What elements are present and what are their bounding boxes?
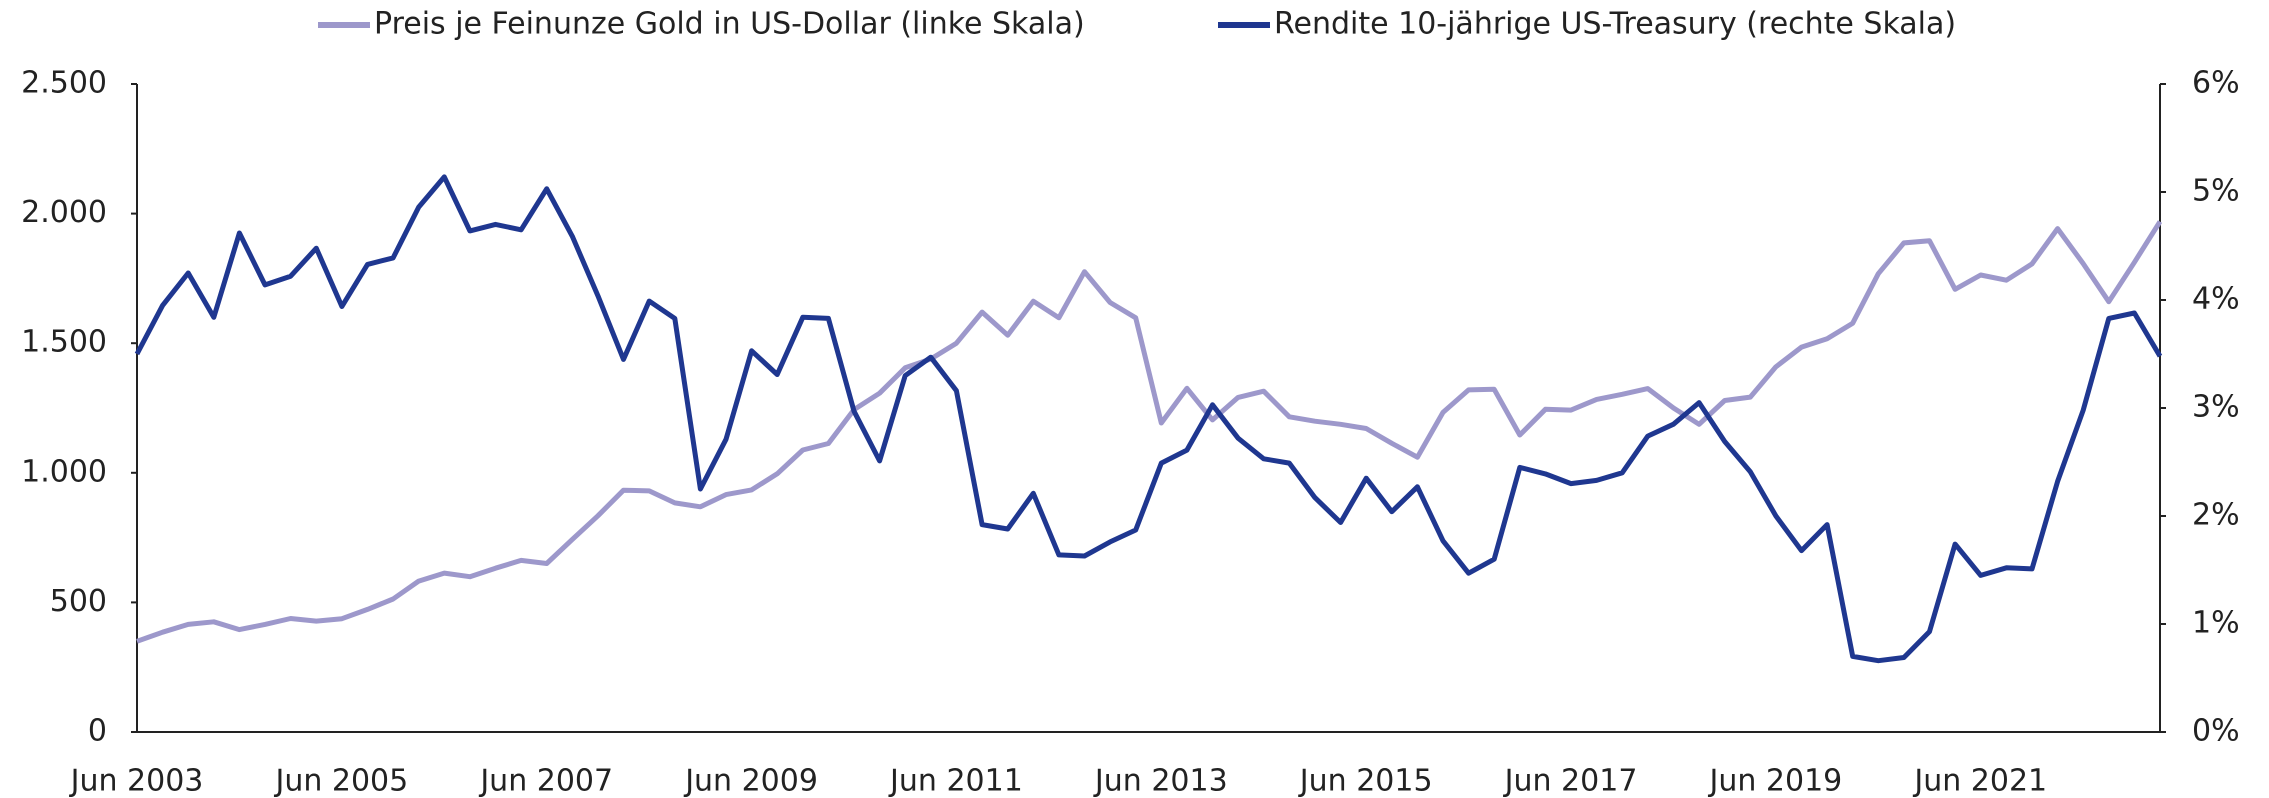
- x-tick-label: Jun 2011: [888, 764, 1023, 798]
- legend-label: Rendite 10-jährige US-Treasury (rechte S…: [1274, 7, 1956, 42]
- series-line: [134, 174, 2163, 664]
- y2-tick-label: 0%: [2192, 714, 2240, 749]
- x-tick-label: Jun 2019: [1708, 764, 1843, 798]
- y2-tick-label: 6%: [2192, 66, 2240, 101]
- series-line: [136, 220, 2163, 644]
- y2-tick-label: 3%: [2192, 390, 2240, 425]
- y2-tick-label: 2%: [2192, 498, 2240, 533]
- y-tick-label: 1.000: [21, 454, 107, 489]
- x-tick-label: Jun 2005: [273, 764, 408, 798]
- y2-tick-label: 1%: [2192, 606, 2240, 641]
- y-tick-label: 1.500: [21, 325, 107, 360]
- y-tick-label: 2.500: [21, 66, 107, 101]
- x-tick-label: Jun 2013: [1093, 764, 1228, 798]
- legend-label: Preis je Feinunze Gold in US-Dollar (lin…: [374, 7, 1085, 42]
- x-tick-label: Jun 2015: [1298, 764, 1433, 798]
- y-tick-label: 0: [88, 714, 107, 749]
- y-tick-label: 500: [50, 584, 107, 619]
- x-tick-label: Jun 2021: [1912, 764, 2047, 798]
- x-tick-label: Jun 2007: [478, 764, 613, 798]
- y-tick-label: 2.000: [21, 195, 107, 230]
- y2-tick-label: 4%: [2192, 282, 2240, 317]
- x-tick-label: Jun 2017: [1503, 764, 1638, 798]
- x-tick-label: Jun 2003: [69, 764, 204, 798]
- x-tick-label: Jun 2009: [683, 764, 818, 798]
- y2-tick-label: 5%: [2192, 174, 2240, 209]
